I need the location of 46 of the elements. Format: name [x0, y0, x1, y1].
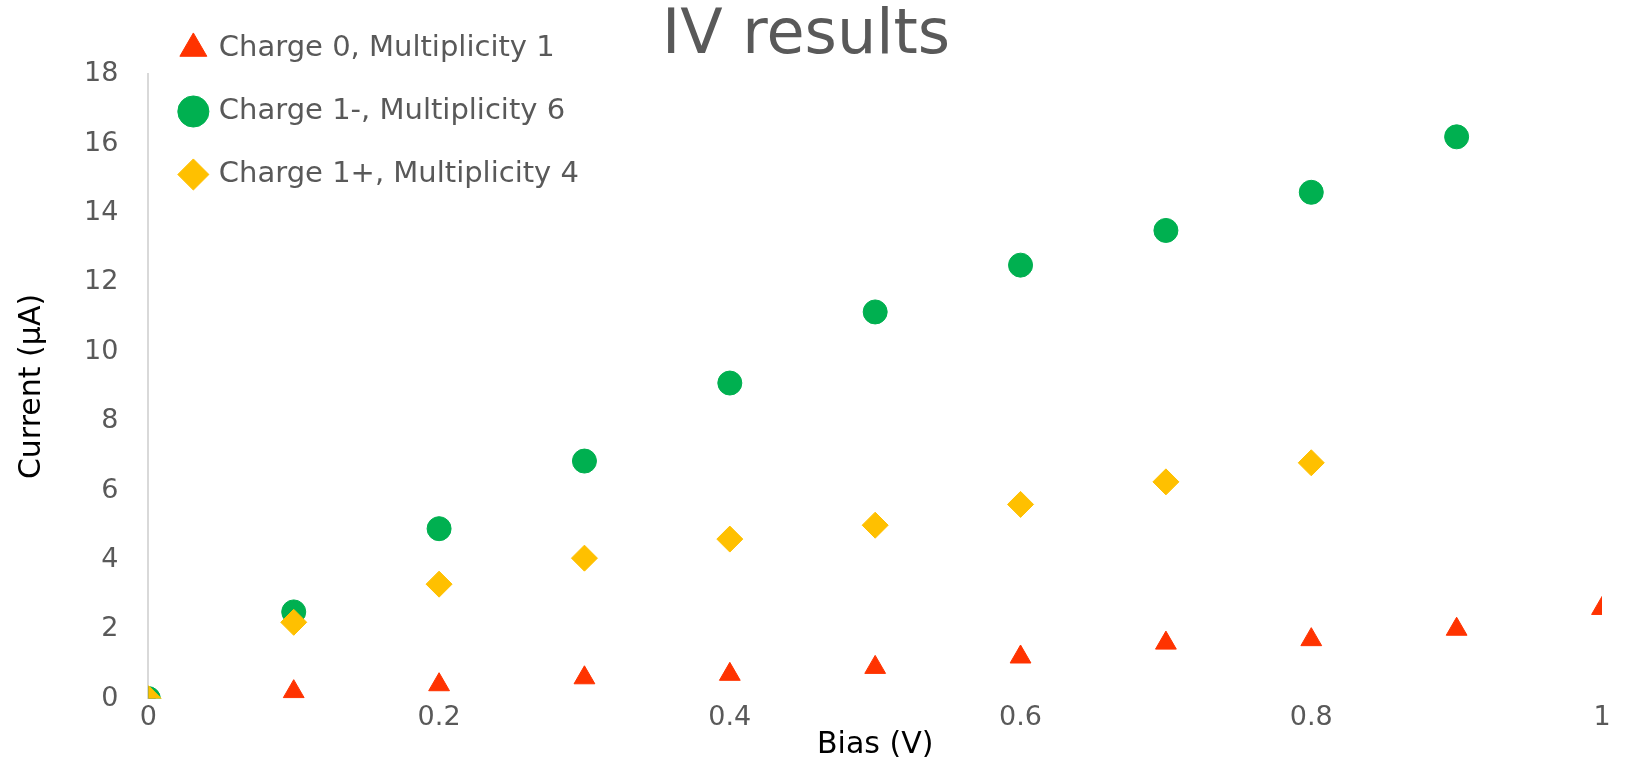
- point: [1153, 217, 1179, 243]
- y-tick-label: 4: [101, 541, 119, 573]
- point: [1297, 449, 1325, 477]
- point: [1155, 630, 1177, 650]
- point: [1298, 179, 1324, 205]
- y-tick-label: 10: [84, 333, 119, 365]
- legend-label: Charge 1-, Multiplicity 6: [218, 92, 566, 127]
- point: [1152, 468, 1180, 496]
- point: [573, 665, 596, 685]
- point: [718, 661, 741, 681]
- point: [1445, 616, 1468, 636]
- point: [1009, 644, 1032, 664]
- point: [425, 570, 453, 598]
- y-axis-title: Current (μA): [11, 293, 47, 480]
- legend-label: Charge 0, Multiplicity 1: [218, 29, 555, 64]
- y-tick-label: 16: [84, 125, 119, 157]
- point: [717, 370, 743, 396]
- point: [282, 679, 305, 699]
- point: [1007, 490, 1035, 518]
- y-tick-label: 14: [84, 195, 119, 227]
- x-tick-label: 0: [139, 699, 157, 731]
- point: [1300, 627, 1323, 647]
- x-axis-title: Bias (V): [816, 724, 934, 760]
- y-tick-label: 2: [101, 611, 119, 643]
- point: [280, 608, 308, 636]
- y-tick-label: 18: [84, 56, 119, 88]
- point: [864, 654, 887, 674]
- y-tick-label: 8: [101, 403, 119, 435]
- point: [861, 511, 889, 539]
- x-tick-label: 0.4: [708, 699, 752, 731]
- point: [428, 672, 450, 692]
- x-tick-label: 0.6: [999, 699, 1043, 731]
- x-tick-label: 1: [1593, 699, 1611, 731]
- point: [571, 448, 597, 474]
- point: [426, 516, 452, 542]
- legend-label: Charge 1+, Multiplicity 4: [218, 155, 579, 190]
- point: [1008, 252, 1034, 278]
- point: [1444, 124, 1470, 150]
- point: [862, 299, 888, 325]
- point: [570, 544, 598, 572]
- y-tick-label: 6: [101, 472, 119, 504]
- x-tick-label: 0.8: [1289, 699, 1333, 731]
- chart-title: IV results: [661, 0, 951, 69]
- y-tick-label: 12: [84, 264, 119, 296]
- point: [716, 525, 744, 553]
- x-tick-label: 0.2: [417, 699, 461, 731]
